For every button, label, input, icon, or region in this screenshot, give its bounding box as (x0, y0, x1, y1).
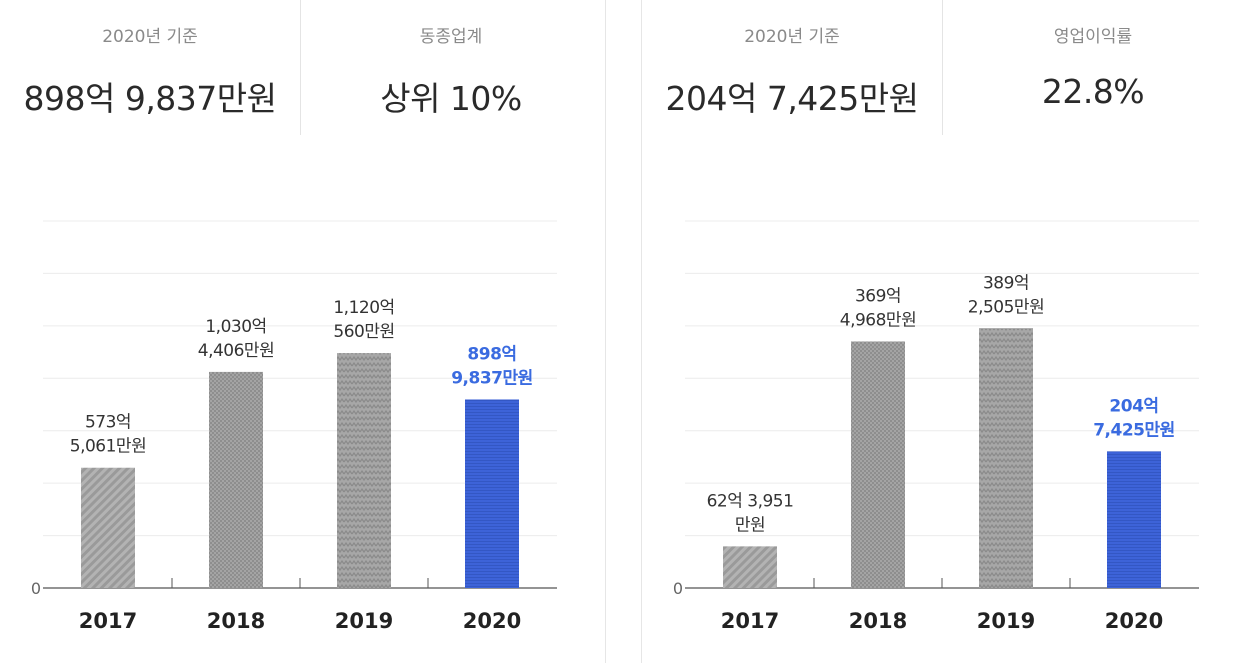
bar (979, 328, 1033, 588)
stat-label: 2020년 기준 (102, 27, 198, 47)
bar-data-label: 369억 4,968만원 (840, 286, 916, 330)
operating-profit-bar-chart: 0 62억 3,951 만원 2017 369억 4,968만원 2018 389억 2,505… (673, 220, 1199, 633)
bar (723, 546, 777, 588)
bar-data-label: 898억 9,837만원 (451, 344, 533, 388)
operating-profit-panel: 2020년 기준 204억 7,425만원 영업이익률 22.8% 0 62억 3… (642, 0, 1245, 663)
y-axis-zero-label: 0 (31, 579, 41, 598)
x-tick-label: 2018 (207, 609, 265, 633)
panel-divider (641, 0, 642, 663)
revenue-panel: 2020년 기준 898억 9,837만원 동종업계 상위 10% 0 573억 5… (0, 0, 605, 663)
bar-data-label: 62억 3,951 만원 (707, 491, 794, 535)
x-tick-label: 2017 (721, 609, 779, 633)
bar-data-label: 573억 5,061만원 (70, 413, 146, 457)
x-tick-label: 2020 (1105, 609, 1163, 633)
x-tick-label: 2020 (463, 609, 521, 633)
bar-data-label: 389억 2,505만원 (968, 273, 1044, 317)
bar-data-label: 1,030억 4,406만원 (198, 317, 274, 361)
stat-label: 영업이익률 (1053, 27, 1133, 47)
revenue-bar-chart: 0 573억 5,061만원 2017 1,030억 4,406만원 2018 1,120억 5… (31, 220, 557, 633)
stat-value: 상위 10% (380, 79, 522, 118)
stat-value: 204억 7,425만원 (665, 79, 919, 118)
bar-data-label: 1,120억 560만원 (333, 298, 394, 342)
bar (337, 353, 391, 588)
stat-value: 22.8% (1041, 72, 1145, 111)
bar (851, 341, 905, 588)
stat-label: 2020년 기준 (744, 27, 840, 47)
stat-operating-margin: 영업이익률 22.8% (942, 0, 1243, 135)
bar-highlight (465, 399, 519, 588)
y-axis-zero-label: 0 (673, 579, 683, 598)
bar (81, 467, 135, 588)
stat-industry-rank: 동종업계 상위 10% (300, 0, 601, 135)
x-tick-label: 2019 (977, 609, 1035, 633)
bar-data-label: 204억 7,425만원 (1093, 396, 1175, 440)
panel-divider (605, 0, 606, 663)
x-tick-label: 2018 (849, 609, 907, 633)
stat-value: 898억 9,837만원 (23, 79, 277, 118)
x-tick-label: 2019 (335, 609, 393, 633)
x-tick-label: 2017 (79, 609, 137, 633)
stat-label: 동종업계 (419, 27, 483, 47)
bar (209, 371, 263, 588)
stat-revenue: 2020년 기준 898억 9,837만원 (0, 0, 300, 135)
bar-highlight (1107, 451, 1161, 588)
stat-operating-profit: 2020년 기준 204억 7,425만원 (642, 0, 942, 135)
